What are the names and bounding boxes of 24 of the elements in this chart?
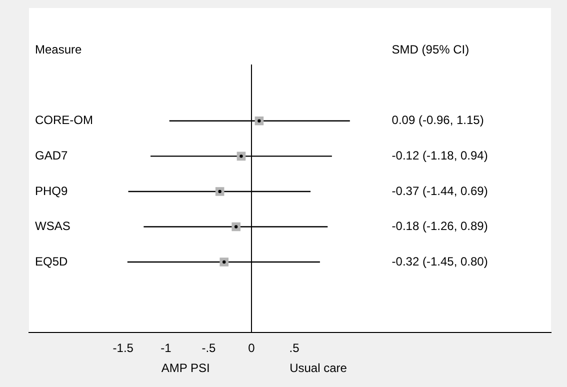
x-tick-label: 0 (248, 341, 256, 356)
point (254, 116, 264, 126)
text: Measure (35, 42, 82, 57)
text: SMD (95% CI) (392, 42, 470, 57)
x-tick-label: -1 (160, 341, 172, 356)
x-tick-label: .5 (289, 341, 300, 356)
y-tick-label: PHQ9 (35, 184, 68, 198)
y-tick-label: CORE-OM (35, 113, 93, 128)
point (220, 258, 228, 266)
point (215, 187, 224, 196)
annotation: -0.18 (-1.26, 0.89) (392, 219, 488, 234)
annotation: 0.09 (-0.96, 1.15) (392, 113, 484, 128)
y-tick-label: GAD7 (35, 148, 68, 162)
y-tick-label: WSAS (35, 219, 70, 234)
text: AMP PSI (161, 360, 210, 375)
x-tick-label: -1.5 (112, 341, 134, 356)
point (236, 152, 246, 161)
annotation: -0.12 (-1.18, 0.94) (392, 148, 488, 162)
x-tick-label: -.5 (202, 341, 216, 356)
text: Usual care (290, 360, 348, 375)
annotation: -0.37 (-1.44, 0.69) (392, 184, 488, 198)
point (232, 222, 240, 232)
annotation: -0.32 (-1.45, 0.80) (392, 254, 488, 268)
y-tick-label: EQ5D (35, 254, 68, 268)
